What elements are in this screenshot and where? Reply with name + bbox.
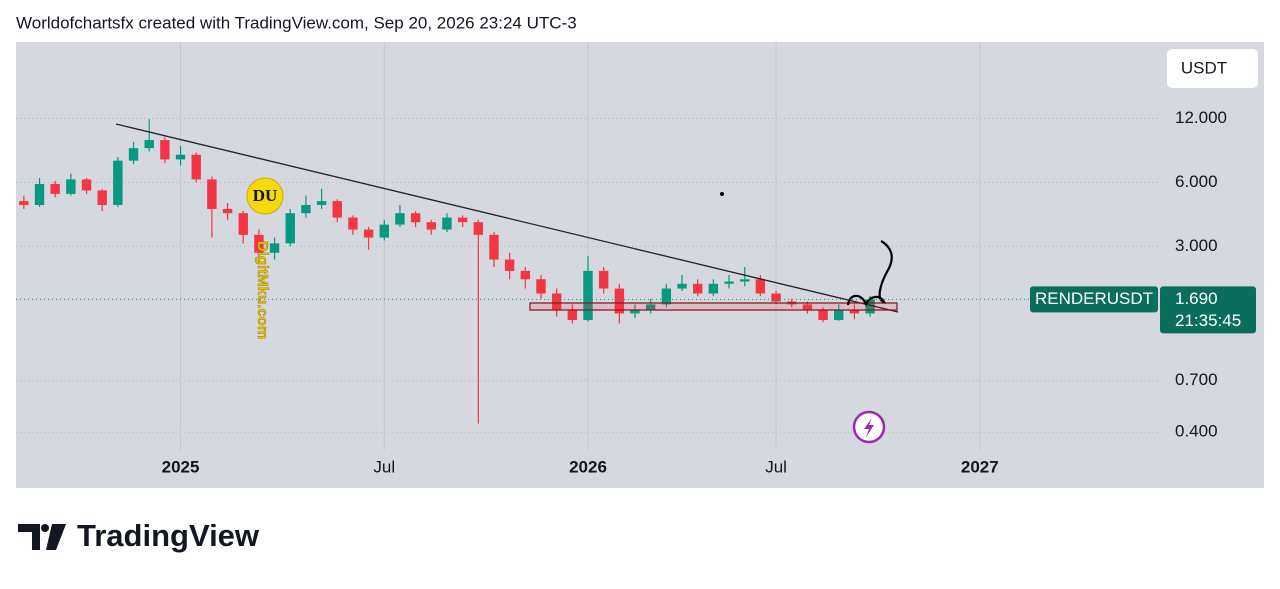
candle-body [81,179,92,191]
candle-body [692,283,703,294]
candle-body [771,293,781,302]
candle-body [740,279,750,282]
y-tick-label: 12.000 [1175,108,1227,127]
support-zone [529,302,898,311]
candle-body [395,213,405,225]
x-tick-label: 2026 [569,457,607,476]
candle-body [724,281,734,284]
candle-body [473,222,484,235]
candle-body [567,310,578,321]
symbol-label: RENDERUSDT [1035,289,1153,308]
candle-body [426,222,436,230]
candle-body [834,310,844,321]
y-tick-label: 0.400 [1175,422,1218,441]
candle-body [536,279,546,294]
y-tick-label: 0.700 [1175,370,1218,389]
header-text: Worldofchartsfx created with TradingView… [16,13,577,32]
candle-body [645,304,656,311]
logo-mark [18,524,66,550]
candle-body [708,283,719,294]
candle-body [551,293,562,311]
candle-body [332,201,342,218]
candle-body [316,201,327,205]
y-tick-label: 6.000 [1175,172,1218,191]
candle-body [348,217,358,230]
candle-body [457,217,468,223]
candle-body [520,270,531,280]
symbol-box [1030,286,1158,313]
dot [720,192,724,196]
candle-body [598,270,609,289]
logo-circle [246,177,284,215]
logo-dot [41,524,49,532]
candle-body [410,213,421,223]
x-tick-label: 2025 [162,457,200,476]
x-tick-label: 2027 [961,457,999,476]
plot: 12.000 6.000 3.000 0.700 0.400 2025 Jul 2026 Jul… [16,42,1227,476]
watermark-text: DigitMku.com [254,241,271,339]
candle-body [254,234,264,253]
candle-body [269,243,280,253]
candle-body [191,154,201,180]
candle-body [614,288,625,314]
last-price: 1.690 [1175,289,1218,308]
candle-body [128,148,139,161]
trend-line [115,123,899,313]
x-tick-label: Jul [765,457,787,476]
candle-body [222,208,233,214]
candle-body [175,154,186,160]
candle-body [50,183,60,194]
lightning [864,418,874,437]
candle-body [160,140,170,160]
hand-drawing [846,240,893,307]
candle-body [34,183,45,205]
candle-body [677,283,687,289]
candle-body [630,310,640,314]
brand: TradingView [77,518,260,553]
currency-box[interactable] [1167,49,1258,88]
candle-body [504,259,515,271]
candle-body [849,310,860,314]
candle-body [285,213,295,244]
candle-body [113,160,123,205]
candle-body [379,224,389,238]
logo-text: DU [253,186,278,205]
candle-body [865,299,875,314]
candle-body [755,279,766,294]
candle-body [66,179,76,194]
candle-body [301,204,311,214]
candle-body [238,213,248,235]
candle-body [144,140,154,149]
currency: USDT [1181,58,1227,77]
candle-body [818,310,828,321]
candle-body [363,229,374,238]
candle-body [583,270,593,321]
candle-body [97,190,107,205]
candle-body [19,201,29,205]
candle-body [207,179,217,209]
candle-body [489,234,499,260]
candle-body [442,217,452,230]
x-tick-label: Jul [373,457,395,476]
footer-logo: TradingView [18,518,260,553]
chart-background [16,42,1264,488]
last-price-box [1160,286,1256,334]
candle-body [661,288,672,305]
y-tick-label: 3.000 [1175,236,1218,255]
countdown: 21:35:45 [1175,311,1241,330]
candle-body [802,304,813,311]
